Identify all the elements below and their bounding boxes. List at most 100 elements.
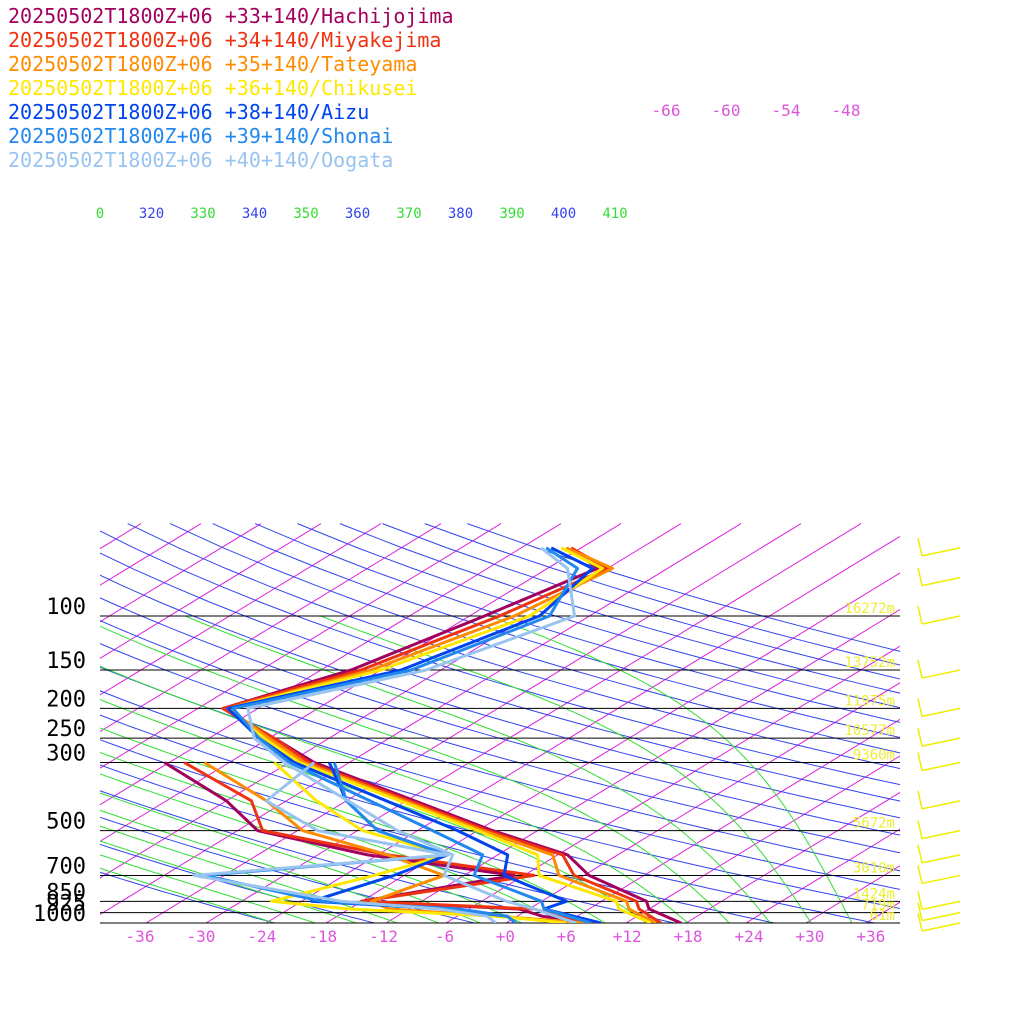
temperature-tick-label: -30 <box>186 927 215 946</box>
pressure-label: 500 <box>46 810 86 835</box>
wind-barb-flag <box>917 844 923 864</box>
theta-label: 380 <box>448 206 473 222</box>
temperature-tick-label: -18 <box>308 927 337 946</box>
moist-adiabat-line <box>489 615 853 923</box>
pressure-label: 250 <box>46 717 86 742</box>
wind-barb <box>921 615 961 625</box>
isotherm-label: -48 <box>832 101 861 120</box>
isotherm-line <box>685 791 900 923</box>
theta-label: 410 <box>602 206 627 222</box>
theta-label: 360 <box>345 206 370 222</box>
isotherm-line <box>100 523 502 769</box>
isotherm-line <box>625 755 900 923</box>
height-label: 1424m <box>853 886 895 902</box>
wind-barb-flag <box>917 902 923 921</box>
temperature-tick-label: -24 <box>247 927 276 946</box>
wind-barb-flag <box>917 537 923 557</box>
pressure-label: 200 <box>46 687 86 712</box>
height-label: 719m <box>861 898 895 914</box>
dry-adiabat-line <box>297 523 900 709</box>
dry-adiabat-line <box>100 597 900 836</box>
dry-adiabat-line <box>467 523 900 652</box>
dry-adiabat-line <box>100 714 878 923</box>
legend-entry: 20250502T1800Z+06 +39+140/Shonai <box>8 124 394 148</box>
moist-adiabat-line <box>100 854 317 923</box>
dry-adiabat-line <box>100 619 900 854</box>
temperature-profile <box>231 546 592 923</box>
dry-adiabat-line <box>100 574 900 819</box>
wind-barb-flag <box>917 865 923 884</box>
wind-barb-flag <box>917 698 923 717</box>
wind-barbs <box>917 537 961 932</box>
theta-label: 320 <box>139 206 164 222</box>
isotherm-line <box>100 523 442 733</box>
dry-adiabat-line <box>254 523 900 723</box>
wind-barb <box>921 900 961 911</box>
wind-barb-flag <box>917 567 923 586</box>
sounding-profiles <box>163 546 682 923</box>
moist-adiabat-line <box>320 615 812 923</box>
theta-label: 340 <box>242 206 267 222</box>
wind-barb <box>921 874 961 885</box>
theta-label: 330 <box>190 206 215 222</box>
height-label: 5672m <box>853 816 895 832</box>
wind-barb <box>921 911 961 922</box>
wind-barb <box>921 829 961 840</box>
dry-adiabat-line <box>100 871 277 923</box>
pressure-label: 850 <box>46 880 86 905</box>
pressure-label: 150 <box>46 649 86 674</box>
pressure-label: 300 <box>46 741 86 766</box>
temperature-profile <box>246 546 577 923</box>
legend-entry: 20250502T1800Z+06 +34+140/Miyakejima <box>8 28 442 52</box>
isotherm-line <box>100 523 562 806</box>
isotherm-line <box>100 523 742 916</box>
height-label: 11975m <box>844 693 895 709</box>
wind-barb <box>921 547 961 557</box>
wind-barb-flag <box>917 820 923 839</box>
moist-adiabat-line <box>100 840 358 923</box>
dry-adiabat-line <box>424 523 900 666</box>
legend-entry: 20250502T1800Z+06 +38+140/Aizu <box>8 100 370 124</box>
isotherm-line <box>205 523 862 923</box>
dry-adiabat-line <box>100 690 900 909</box>
legend: 20250502T1800Z+06 +33+140/Hachijojima 202… <box>8 4 454 172</box>
moist-adiabat-line <box>100 809 440 923</box>
temperature-profile <box>226 546 602 923</box>
moist-adiabat-line <box>184 615 771 923</box>
temperature-tick-label: +6 <box>557 927 576 946</box>
isotherm-line <box>565 718 900 923</box>
pressure-label: 1000 <box>33 902 86 927</box>
pressure-label: 925 <box>46 892 86 917</box>
dry-adiabat-line <box>100 530 900 786</box>
temperature-tick-label: -36 <box>126 927 155 946</box>
moist-adiabat-line <box>100 699 648 923</box>
isotherm-line <box>100 523 622 842</box>
dewpoint-profile <box>192 761 497 923</box>
wind-barb <box>921 737 961 747</box>
wind-barb-flag <box>917 728 923 747</box>
wind-barb <box>921 800 961 810</box>
isotherm-line <box>385 608 900 923</box>
pressure-label: 700 <box>46 854 86 879</box>
moist-adiabat-line <box>100 665 689 923</box>
dry-adiabat-line <box>127 523 900 770</box>
wind-barb-flag <box>917 912 923 932</box>
wind-barb-flag <box>917 891 923 910</box>
legend-entry: 20250502T1800Z+06 +33+140/Hachijojima <box>8 4 454 28</box>
isotherm-label: -66 <box>652 101 681 120</box>
wind-barb <box>921 761 961 772</box>
isotherm-line <box>100 523 262 623</box>
isotherm-line <box>986 524 1024 923</box>
temperature-tick-label: +24 <box>735 927 764 946</box>
theta-label: 390 <box>499 206 524 222</box>
theta-label: 350 <box>293 206 318 222</box>
temperature-tick-label: +0 <box>496 927 515 946</box>
temperature-tick-label: -12 <box>369 927 398 946</box>
isotherm-line <box>100 523 202 586</box>
isotherm-label: -60 <box>712 101 741 120</box>
moist-adiabat-line <box>100 867 277 923</box>
isotherm-line <box>505 682 900 923</box>
dry-adiabat-line <box>100 764 677 923</box>
wind-barb <box>921 576 961 587</box>
